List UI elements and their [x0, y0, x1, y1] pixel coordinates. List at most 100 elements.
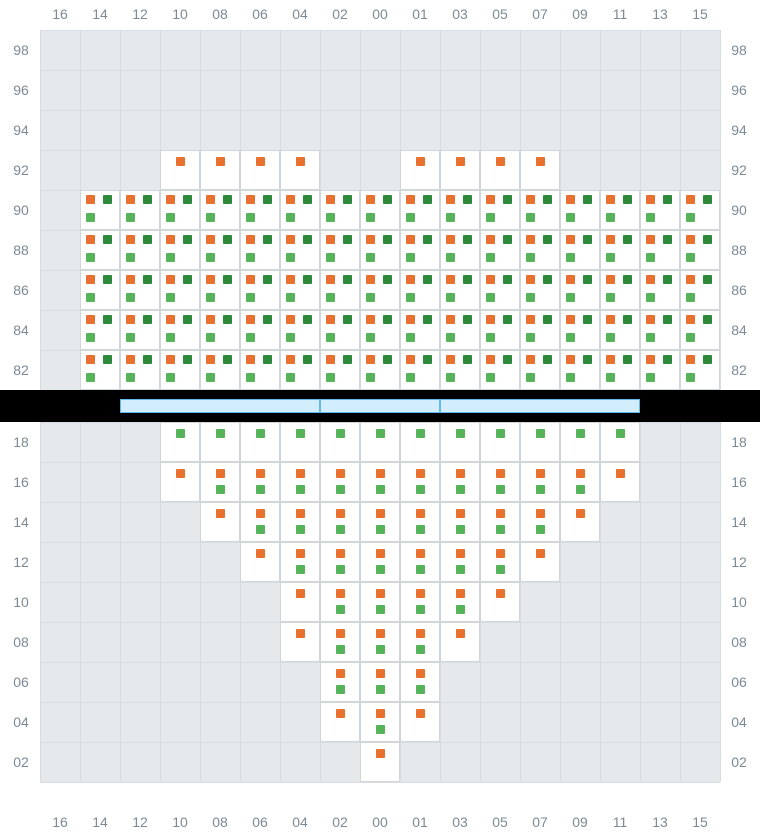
seat[interactable] [160, 310, 200, 350]
seat[interactable] [560, 350, 600, 390]
seat[interactable] [320, 702, 360, 742]
seat[interactable] [200, 230, 240, 270]
seat[interactable] [320, 350, 360, 390]
seat[interactable] [440, 542, 480, 582]
seat[interactable] [240, 230, 280, 270]
seat[interactable] [560, 270, 600, 310]
seat[interactable] [80, 310, 120, 350]
seat[interactable] [440, 190, 480, 230]
seat[interactable] [320, 502, 360, 542]
seat[interactable] [280, 622, 320, 662]
seat[interactable] [320, 310, 360, 350]
seat[interactable] [240, 310, 280, 350]
seat[interactable] [320, 662, 360, 702]
seat[interactable] [360, 622, 400, 662]
seat[interactable] [400, 542, 440, 582]
seat[interactable] [480, 350, 520, 390]
seat[interactable] [680, 350, 720, 390]
seat[interactable] [360, 462, 400, 502]
seat[interactable] [400, 502, 440, 542]
seat[interactable] [160, 230, 200, 270]
seat[interactable] [200, 350, 240, 390]
seat[interactable] [440, 422, 480, 462]
seat[interactable] [360, 350, 400, 390]
seat[interactable] [160, 270, 200, 310]
seat[interactable] [360, 230, 400, 270]
seat[interactable] [240, 350, 280, 390]
seat[interactable] [560, 462, 600, 502]
seat[interactable] [200, 150, 240, 190]
seat[interactable] [600, 462, 640, 502]
seat[interactable] [440, 462, 480, 502]
seat[interactable] [320, 270, 360, 310]
seat[interactable] [400, 622, 440, 662]
seat[interactable] [640, 270, 680, 310]
seat[interactable] [360, 582, 400, 622]
seat[interactable] [440, 622, 480, 662]
seat[interactable] [120, 190, 160, 230]
seat[interactable] [200, 502, 240, 542]
seat[interactable] [640, 190, 680, 230]
seat[interactable] [400, 422, 440, 462]
seat[interactable] [280, 190, 320, 230]
seat[interactable] [440, 150, 480, 190]
seat[interactable] [240, 542, 280, 582]
seat[interactable] [440, 582, 480, 622]
seat[interactable] [480, 422, 520, 462]
seat[interactable] [400, 310, 440, 350]
seat[interactable] [520, 462, 560, 502]
seat[interactable] [440, 502, 480, 542]
seat[interactable] [400, 462, 440, 502]
seat[interactable] [400, 230, 440, 270]
seat[interactable] [480, 582, 520, 622]
seat[interactable] [680, 230, 720, 270]
seat[interactable] [400, 270, 440, 310]
seat[interactable] [320, 542, 360, 582]
seat[interactable] [440, 270, 480, 310]
seat[interactable] [160, 150, 200, 190]
seat[interactable] [480, 502, 520, 542]
seat[interactable] [200, 422, 240, 462]
seat[interactable] [520, 230, 560, 270]
seat[interactable] [120, 310, 160, 350]
seat[interactable] [360, 422, 400, 462]
seat[interactable] [400, 702, 440, 742]
seat[interactable] [360, 742, 400, 782]
seat[interactable] [360, 662, 400, 702]
seat[interactable] [80, 190, 120, 230]
seat[interactable] [280, 542, 320, 582]
seat[interactable] [160, 422, 200, 462]
seat[interactable] [280, 310, 320, 350]
seat[interactable] [600, 230, 640, 270]
seat[interactable] [520, 190, 560, 230]
seat[interactable] [280, 270, 320, 310]
seat[interactable] [280, 150, 320, 190]
seat[interactable] [520, 310, 560, 350]
seat[interactable] [80, 230, 120, 270]
seat[interactable] [400, 582, 440, 622]
seat[interactable] [120, 230, 160, 270]
seat[interactable] [480, 462, 520, 502]
seat[interactable] [400, 150, 440, 190]
seat[interactable] [360, 310, 400, 350]
seat[interactable] [160, 190, 200, 230]
seat[interactable] [400, 350, 440, 390]
seat[interactable] [160, 462, 200, 502]
seat[interactable] [320, 462, 360, 502]
seat[interactable] [280, 582, 320, 622]
seat[interactable] [320, 422, 360, 462]
seat[interactable] [640, 350, 680, 390]
seat[interactable] [80, 270, 120, 310]
seat[interactable] [320, 622, 360, 662]
seat[interactable] [440, 230, 480, 270]
seat[interactable] [360, 542, 400, 582]
seat[interactable] [680, 190, 720, 230]
seat[interactable] [520, 150, 560, 190]
seat[interactable] [600, 350, 640, 390]
seat[interactable] [280, 422, 320, 462]
seat[interactable] [640, 310, 680, 350]
seat[interactable] [200, 190, 240, 230]
seat[interactable] [600, 270, 640, 310]
seat[interactable] [240, 150, 280, 190]
seat[interactable] [240, 190, 280, 230]
